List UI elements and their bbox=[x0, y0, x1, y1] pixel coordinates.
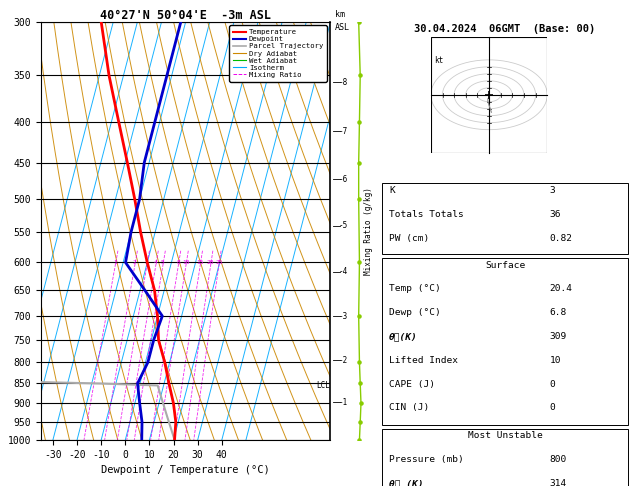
Point bbox=[354, 259, 364, 266]
Point bbox=[356, 399, 366, 407]
Text: km: km bbox=[335, 10, 345, 18]
Point bbox=[354, 359, 364, 366]
Text: 15: 15 bbox=[196, 260, 204, 265]
X-axis label: Dewpoint / Temperature (°C): Dewpoint / Temperature (°C) bbox=[101, 465, 270, 475]
Text: 36: 36 bbox=[550, 210, 561, 219]
Point bbox=[353, 159, 364, 167]
Text: 309: 309 bbox=[550, 332, 567, 341]
Text: Lifted Index: Lifted Index bbox=[389, 356, 458, 365]
Text: Totals Totals: Totals Totals bbox=[389, 210, 464, 219]
Text: CAPE (J): CAPE (J) bbox=[389, 380, 435, 389]
Text: 5: 5 bbox=[161, 260, 165, 265]
Text: 1: 1 bbox=[113, 260, 117, 265]
Text: 3: 3 bbox=[550, 186, 555, 195]
Text: 0: 0 bbox=[550, 403, 555, 413]
Text: 6.8: 6.8 bbox=[550, 308, 567, 317]
Point bbox=[354, 118, 364, 125]
Point bbox=[355, 71, 365, 79]
Text: Temp (°C): Temp (°C) bbox=[389, 284, 441, 294]
Text: 4: 4 bbox=[154, 260, 158, 265]
Text: Pressure (mb): Pressure (mb) bbox=[389, 455, 464, 464]
Text: 0.82: 0.82 bbox=[550, 234, 572, 243]
Y-axis label: hPa: hPa bbox=[0, 221, 2, 241]
Text: θᴇ (K): θᴇ (K) bbox=[389, 479, 424, 486]
Bar bbox=[382, 183, 628, 254]
Bar bbox=[382, 259, 628, 425]
Text: Surface: Surface bbox=[485, 260, 525, 270]
Point bbox=[355, 418, 365, 426]
Text: 20: 20 bbox=[207, 260, 214, 265]
Text: -1: -1 bbox=[339, 398, 348, 407]
Point bbox=[355, 380, 365, 387]
Text: K: K bbox=[389, 186, 395, 195]
Text: 10: 10 bbox=[182, 260, 190, 265]
Text: 25: 25 bbox=[215, 260, 223, 265]
Text: kt: kt bbox=[435, 56, 443, 65]
Text: 8: 8 bbox=[177, 260, 181, 265]
Legend: Temperature, Dewpoint, Parcel Trajectory, Dry Adiabat, Wet Adiabat, Isotherm, Mi: Temperature, Dewpoint, Parcel Trajectory… bbox=[230, 25, 327, 82]
Point bbox=[354, 436, 364, 444]
Text: LCL: LCL bbox=[316, 381, 330, 390]
Text: 30.04.2024  06GMT  (Base: 00): 30.04.2024 06GMT (Base: 00) bbox=[415, 24, 596, 34]
Text: -7: -7 bbox=[339, 127, 348, 136]
Text: -8: -8 bbox=[339, 78, 348, 87]
Text: -6: -6 bbox=[339, 174, 348, 184]
Text: 800: 800 bbox=[550, 455, 567, 464]
Point bbox=[353, 18, 364, 26]
Text: Mixing Ratio (g/kg): Mixing Ratio (g/kg) bbox=[364, 187, 374, 275]
Text: -2: -2 bbox=[339, 356, 348, 364]
Text: CIN (J): CIN (J) bbox=[389, 403, 430, 413]
Title: 40°27'N 50°04'E  -3m ASL: 40°27'N 50°04'E -3m ASL bbox=[100, 9, 271, 22]
Text: -4: -4 bbox=[339, 267, 348, 276]
Text: PW (cm): PW (cm) bbox=[389, 234, 430, 243]
Text: 0: 0 bbox=[550, 380, 555, 389]
Point bbox=[353, 195, 364, 203]
Bar bbox=[382, 430, 628, 486]
Text: 20.4: 20.4 bbox=[550, 284, 572, 294]
Text: 3: 3 bbox=[145, 260, 149, 265]
Text: 10: 10 bbox=[550, 356, 561, 365]
Text: θᴇ(K): θᴇ(K) bbox=[389, 332, 418, 341]
Text: Dewp (°C): Dewp (°C) bbox=[389, 308, 441, 317]
Text: 2: 2 bbox=[133, 260, 136, 265]
Bar bbox=[431, 36, 547, 153]
Text: 314: 314 bbox=[550, 479, 567, 486]
Point bbox=[353, 312, 364, 320]
Text: Most Unstable: Most Unstable bbox=[468, 432, 542, 440]
Text: -5: -5 bbox=[339, 222, 348, 230]
Text: ASL: ASL bbox=[335, 23, 350, 33]
Text: -3: -3 bbox=[339, 312, 348, 320]
